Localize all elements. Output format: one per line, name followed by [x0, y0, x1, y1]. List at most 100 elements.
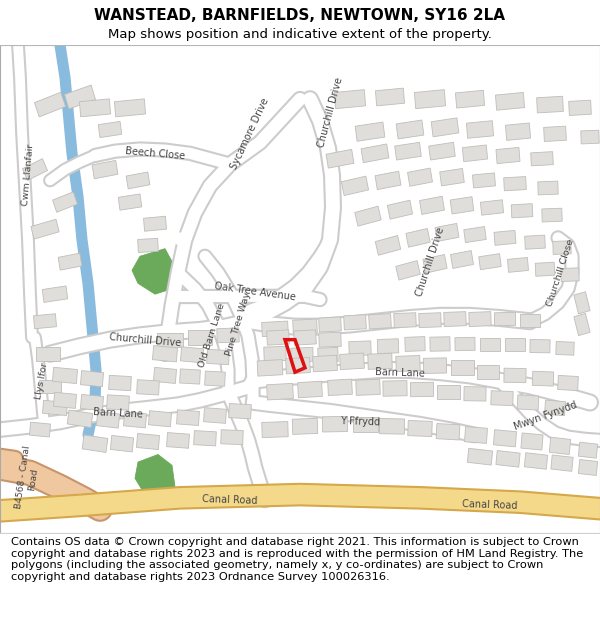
Polygon shape	[437, 384, 460, 399]
Polygon shape	[542, 208, 562, 222]
Polygon shape	[524, 452, 548, 469]
Polygon shape	[388, 200, 413, 219]
Polygon shape	[477, 365, 499, 379]
Polygon shape	[293, 330, 316, 345]
Polygon shape	[266, 330, 289, 345]
Polygon shape	[181, 347, 203, 363]
Text: Barn Lane: Barn Lane	[93, 407, 143, 419]
Polygon shape	[569, 100, 592, 116]
Polygon shape	[167, 432, 190, 448]
Text: Contains OS data © Crown copyright and database right 2021. This information is : Contains OS data © Crown copyright and d…	[11, 537, 583, 582]
Polygon shape	[455, 338, 475, 351]
Polygon shape	[110, 436, 134, 452]
Polygon shape	[22, 159, 47, 181]
Text: Beech Close: Beech Close	[125, 146, 185, 161]
Polygon shape	[52, 368, 77, 384]
Polygon shape	[293, 319, 317, 334]
Polygon shape	[136, 434, 160, 449]
Polygon shape	[118, 194, 142, 210]
Polygon shape	[493, 429, 517, 447]
Polygon shape	[531, 152, 553, 166]
Polygon shape	[143, 216, 166, 231]
Polygon shape	[318, 348, 338, 362]
Polygon shape	[455, 90, 485, 108]
Polygon shape	[520, 314, 540, 327]
Polygon shape	[538, 181, 558, 195]
Polygon shape	[262, 421, 288, 437]
Polygon shape	[368, 353, 392, 369]
Polygon shape	[508, 258, 529, 272]
Text: Old Barn Lane: Old Barn Lane	[197, 302, 227, 369]
Polygon shape	[396, 120, 424, 139]
Polygon shape	[505, 123, 530, 141]
Polygon shape	[34, 314, 56, 329]
Polygon shape	[444, 312, 466, 326]
Text: Barn Lane: Barn Lane	[375, 368, 425, 379]
Polygon shape	[80, 371, 104, 387]
Polygon shape	[107, 395, 130, 410]
Polygon shape	[431, 118, 459, 137]
Polygon shape	[550, 437, 571, 454]
Polygon shape	[544, 126, 566, 141]
Polygon shape	[396, 261, 420, 280]
Polygon shape	[410, 382, 434, 397]
Polygon shape	[463, 145, 488, 162]
Polygon shape	[395, 142, 421, 160]
Polygon shape	[179, 369, 200, 384]
Text: Churchill Drive: Churchill Drive	[414, 226, 446, 298]
Polygon shape	[286, 357, 310, 374]
Polygon shape	[419, 196, 445, 214]
Polygon shape	[574, 313, 590, 336]
Polygon shape	[109, 376, 131, 391]
Polygon shape	[578, 442, 598, 458]
Text: Oak Tree Avenue: Oak Tree Avenue	[214, 281, 296, 302]
Polygon shape	[406, 229, 430, 248]
Polygon shape	[53, 392, 77, 408]
Polygon shape	[205, 371, 226, 386]
Polygon shape	[98, 121, 122, 138]
Polygon shape	[496, 148, 520, 164]
Polygon shape	[440, 169, 464, 186]
Polygon shape	[356, 379, 380, 396]
Polygon shape	[341, 176, 368, 196]
Polygon shape	[65, 85, 95, 109]
Polygon shape	[53, 192, 77, 213]
Polygon shape	[574, 292, 590, 314]
Polygon shape	[298, 381, 322, 398]
Polygon shape	[137, 238, 158, 252]
Polygon shape	[464, 227, 486, 242]
Polygon shape	[188, 331, 212, 344]
Polygon shape	[530, 339, 550, 353]
Polygon shape	[466, 121, 494, 138]
Polygon shape	[551, 455, 573, 471]
Polygon shape	[67, 410, 93, 428]
Polygon shape	[361, 144, 389, 162]
Polygon shape	[535, 262, 555, 276]
Polygon shape	[379, 419, 404, 434]
Polygon shape	[42, 286, 68, 302]
Polygon shape	[467, 448, 493, 465]
Polygon shape	[423, 254, 447, 273]
Polygon shape	[511, 204, 533, 218]
Polygon shape	[36, 347, 60, 361]
Polygon shape	[79, 99, 110, 117]
Polygon shape	[494, 312, 515, 326]
Polygon shape	[405, 337, 425, 351]
Polygon shape	[355, 206, 381, 226]
Text: Mwyn Fynydd: Mwyn Fynydd	[512, 399, 578, 431]
Polygon shape	[561, 268, 579, 281]
Polygon shape	[82, 435, 108, 452]
Polygon shape	[217, 328, 239, 342]
Polygon shape	[536, 96, 563, 113]
Polygon shape	[349, 341, 371, 356]
Polygon shape	[553, 241, 571, 254]
Text: Pine Tree Way: Pine Tree Way	[224, 292, 252, 357]
Polygon shape	[396, 356, 420, 371]
Text: Map shows position and indicative extent of the property.: Map shows position and indicative extent…	[108, 28, 492, 41]
Polygon shape	[132, 249, 175, 294]
Polygon shape	[496, 451, 520, 467]
Polygon shape	[194, 431, 217, 446]
Polygon shape	[39, 380, 61, 392]
Text: Canal Road: Canal Road	[462, 499, 518, 511]
Polygon shape	[419, 312, 441, 328]
